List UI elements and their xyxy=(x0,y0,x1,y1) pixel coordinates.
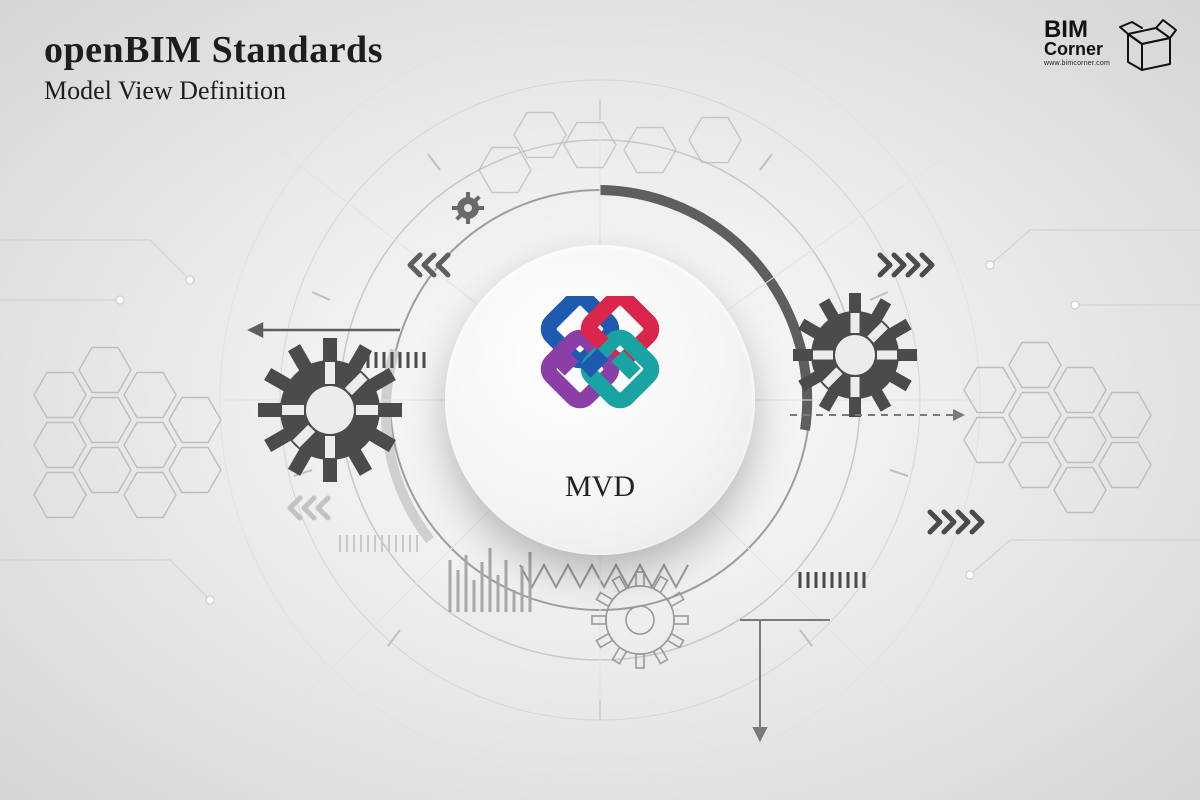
gear-large-right xyxy=(793,293,917,417)
brand-line2: Corner xyxy=(1044,40,1110,58)
gear-large-left xyxy=(258,338,402,482)
center-label: MVD xyxy=(565,470,635,504)
page-title: openBIM Standards xyxy=(44,28,383,72)
page-subtitle: Model View Definition xyxy=(44,76,383,106)
center-badge: MVD xyxy=(445,245,755,555)
hex-cluster-right xyxy=(964,343,1151,513)
hex-cluster-left xyxy=(34,348,221,518)
gear-outline-bottom xyxy=(592,572,688,668)
open-box-icon xyxy=(1116,18,1178,76)
brand-url: www.bimcorner.com xyxy=(1044,60,1110,67)
hex-scatter-top xyxy=(479,113,741,193)
page-header: openBIM Standards Model View Definition xyxy=(44,28,383,106)
gear-tiny-top xyxy=(452,192,484,224)
brand-logo: BIM Corner www.bimcorner.com xyxy=(1044,18,1178,76)
interlocking-squares-icon xyxy=(525,296,675,446)
